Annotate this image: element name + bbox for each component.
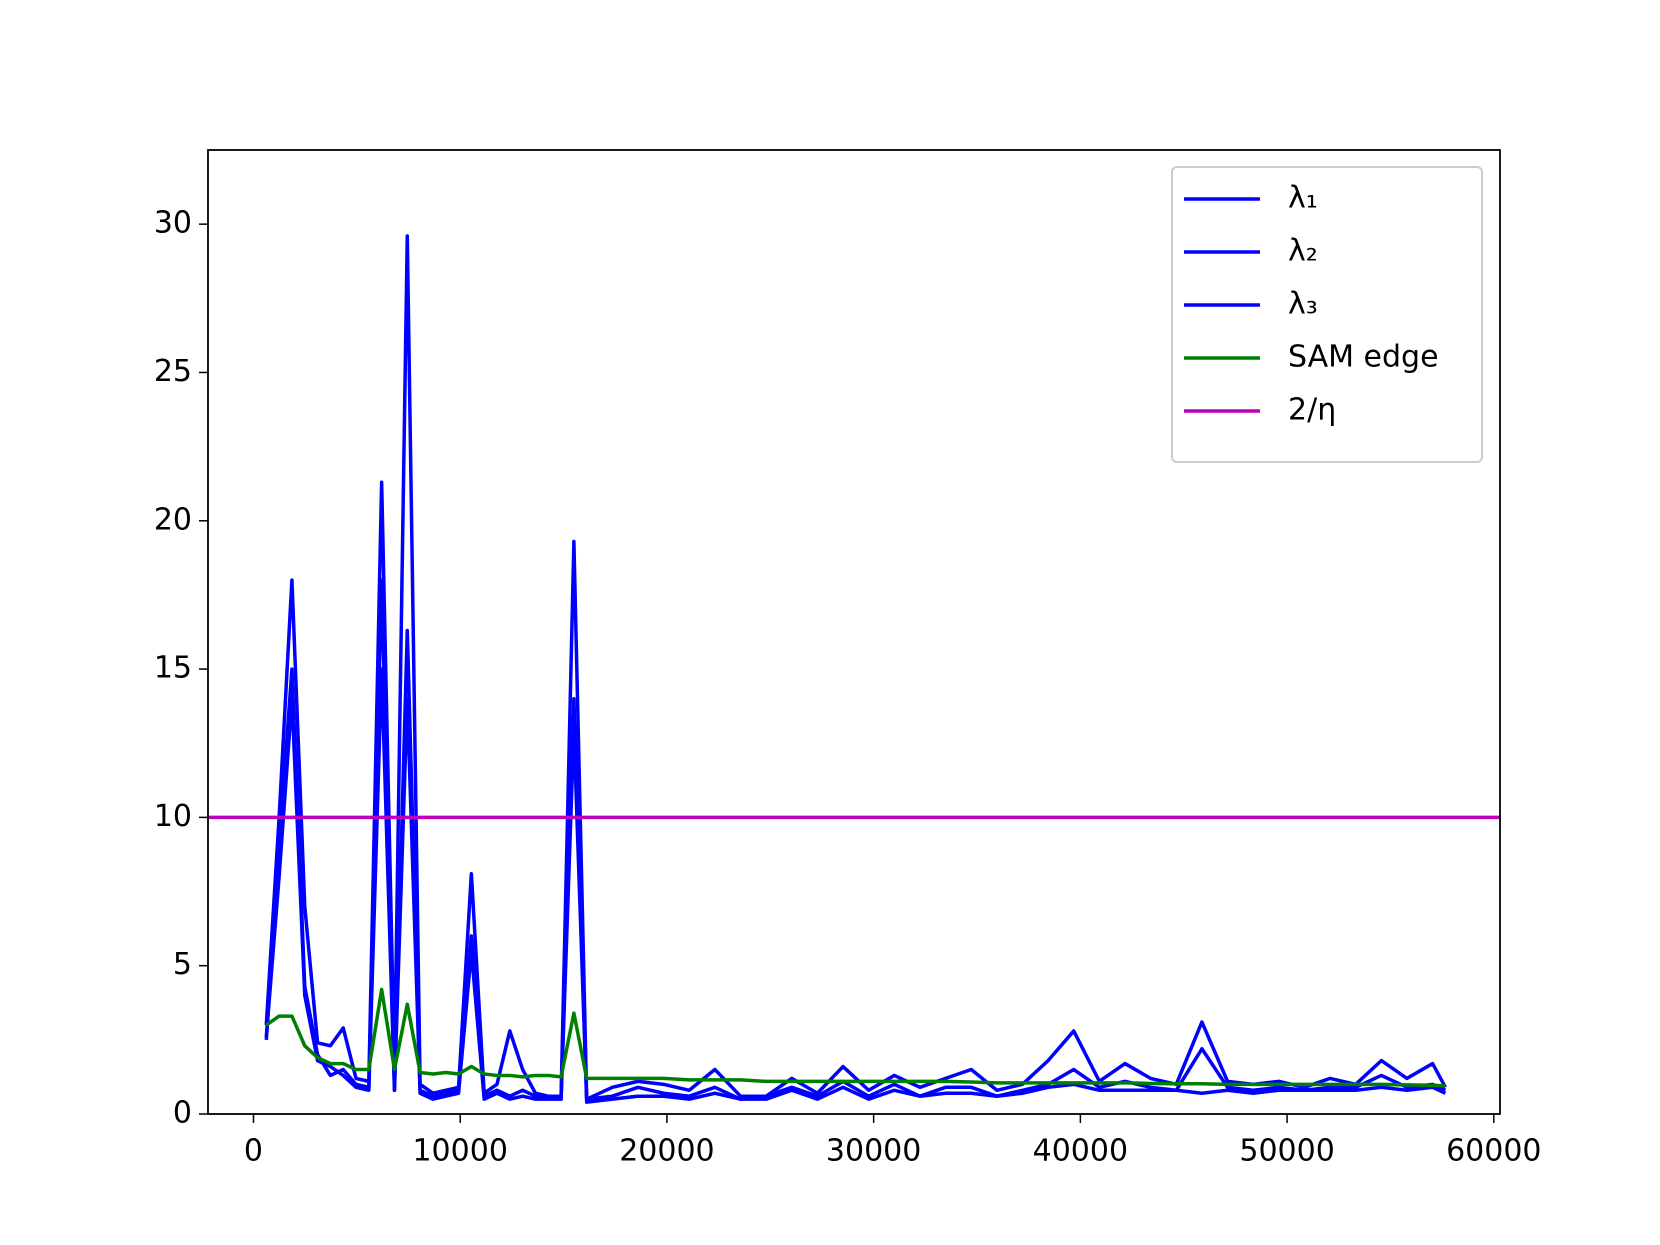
x-tick-label: 20000 xyxy=(619,1134,714,1169)
x-tick-label: 60000 xyxy=(1446,1134,1541,1169)
legend-label: λ₂ xyxy=(1288,234,1318,269)
y-tick-label: 20 xyxy=(154,502,192,537)
plot-frame xyxy=(207,149,1501,1115)
series-line xyxy=(265,987,1446,1088)
series-line xyxy=(264,667,1447,1104)
legend-label: 2/η xyxy=(1288,393,1336,428)
y-tick-label: 30 xyxy=(154,206,192,241)
legend-label: SAM edge xyxy=(1288,340,1439,375)
legend-label: λ₁ xyxy=(1288,181,1318,216)
x-tick-label: 0 xyxy=(244,1134,263,1169)
series-line xyxy=(264,578,1447,1101)
x-tick-label: 40000 xyxy=(1033,1134,1128,1169)
y-tick-label: 25 xyxy=(154,354,192,389)
legend-label: λ₃ xyxy=(1288,287,1318,322)
x-tick-label: 10000 xyxy=(412,1134,507,1169)
y-tick-label: 5 xyxy=(173,947,192,982)
x-tick-label: 50000 xyxy=(1239,1134,1334,1169)
y-tick-label: 15 xyxy=(154,651,192,686)
legend-box xyxy=(1171,166,1483,463)
y-tick-label: 0 xyxy=(173,1096,192,1131)
x-tick-label: 30000 xyxy=(826,1134,921,1169)
y-tick-label: 10 xyxy=(154,799,192,834)
